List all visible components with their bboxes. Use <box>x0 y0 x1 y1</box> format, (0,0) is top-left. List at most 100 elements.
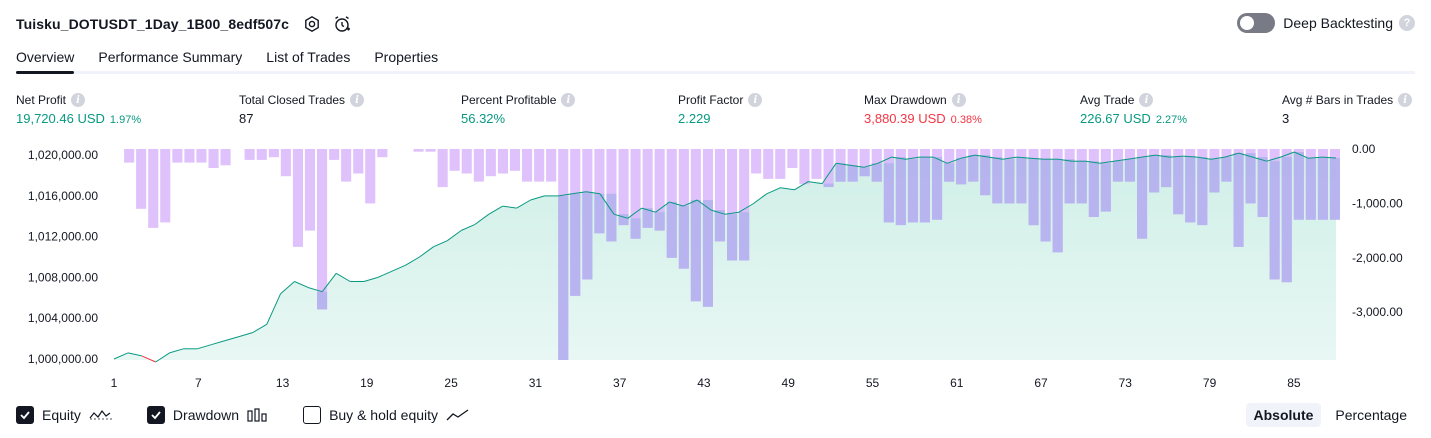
drawdown-overlap <box>1028 158 1039 226</box>
equity-line-segment <box>836 162 851 166</box>
info-icon[interactable]: i <box>748 93 763 107</box>
equity-line-segment <box>613 213 628 219</box>
drawdown-bar <box>377 149 388 158</box>
equity-line-segment <box>460 223 476 231</box>
drawdown-bar <box>148 149 159 228</box>
metric-label: Max Drawdown <box>864 93 947 107</box>
drawdown-overlap <box>666 202 677 258</box>
settings-icon[interactable] <box>301 13 323 35</box>
equity-line-segment <box>488 205 504 215</box>
info-icon[interactable]: i <box>1139 93 1154 107</box>
equity-line-segment <box>1141 154 1156 158</box>
equity-line-segment <box>1210 156 1225 160</box>
equity-line-segment <box>266 293 282 325</box>
drawdown-overlap <box>895 157 906 226</box>
equity-line-segment <box>933 156 948 164</box>
metric-label: Avg Trade <box>1080 93 1135 107</box>
x-axis-tick-label: 1 <box>111 376 118 390</box>
metric-label: Avg # Bars in Trades <box>1282 93 1394 107</box>
legend-drawdown[interactable]: Drawdown <box>146 406 269 424</box>
tab-properties[interactable]: Properties <box>374 49 439 65</box>
drawdown-overlap <box>1124 159 1135 182</box>
equity-line-segment <box>1322 156 1337 159</box>
x-axis-tick-label: 85 <box>1287 376 1301 390</box>
buy-hold-checkbox[interactable] <box>303 406 322 424</box>
report-header: Tuisku_DOTUSDT_1Day_1B00_8edf507c Deep B… <box>16 10 1415 38</box>
drawdown-bar <box>630 149 641 239</box>
metric-value: 19,720.46 USD <box>16 111 105 126</box>
metric-value: 226.67 USD <box>1080 111 1151 126</box>
drawdown-overlap <box>1293 152 1304 220</box>
drawdown-overlap <box>1305 158 1316 220</box>
equity-line-segment <box>752 193 767 205</box>
metric-value: 2.229 <box>678 111 711 126</box>
right-axis-tick-label: -2,000.00 <box>1352 251 1403 265</box>
equity-line-segment <box>627 207 642 219</box>
absolute-button[interactable]: Absolute <box>1245 403 1322 427</box>
metric-profit-factor: Profit Factor i 2.229 <box>678 93 763 126</box>
drawdown-overlap <box>678 206 689 269</box>
equity-line-segment <box>724 211 739 215</box>
left-axis-tick-label: 1,020,000.00 <box>28 148 98 162</box>
info-icon[interactable]: i <box>1398 93 1413 107</box>
drawdown-checkbox[interactable] <box>146 406 165 424</box>
drawdown-bar <box>437 149 448 188</box>
equity-line-segment <box>516 199 531 209</box>
tab-list-of-trades[interactable]: List of Trades <box>266 49 351 65</box>
equity-line-segment <box>586 191 601 195</box>
drawdown-bar <box>618 149 629 226</box>
equity-line-segment <box>849 164 864 168</box>
help-icon[interactable]: ? <box>1399 15 1415 31</box>
equity-line-segment <box>252 323 268 333</box>
info-icon[interactable]: i <box>71 93 86 107</box>
equity-line-segment <box>474 213 490 225</box>
percentage-button[interactable]: Percentage <box>1335 407 1407 423</box>
x-axis-tick-label: 25 <box>444 376 458 390</box>
tab-overview[interactable]: Overview <box>16 44 75 74</box>
info-icon[interactable]: i <box>561 93 576 107</box>
equity-line-segment <box>1266 156 1281 162</box>
metric-percent: 2.27% <box>1155 114 1188 126</box>
equity-line-segment <box>683 199 698 207</box>
info-icon[interactable]: i <box>951 93 966 107</box>
metric-label: Percent Profitable <box>461 93 557 107</box>
drawdown-bar <box>220 149 231 166</box>
drawdown-bar <box>353 149 364 174</box>
drawdown-overlap <box>630 218 641 239</box>
alarm-clock-icon[interactable] <box>331 13 353 35</box>
equity-line-segment <box>794 181 809 191</box>
drawdown-overlap <box>1076 161 1087 204</box>
drawdown-bar <box>859 149 870 177</box>
metric-value: 56.32% <box>461 111 506 126</box>
drawdown-overlap <box>1161 155 1172 188</box>
equity-line-segment <box>433 240 448 248</box>
legend-equity[interactable]: Equity <box>16 406 113 424</box>
tab-performance-summary[interactable]: Performance Summary <box>98 49 243 65</box>
equity-chart[interactable]: 1,020,000.00 1,016,000.00 1,012,000.00 1,00… <box>0 140 1431 395</box>
deep-backtesting-toggle[interactable] <box>1237 13 1276 33</box>
check-icon <box>151 411 161 420</box>
metric-label: Profit Factor <box>678 93 744 107</box>
drawdown-overlap <box>739 212 750 261</box>
x-axis-tick-label: 73 <box>1119 376 1133 390</box>
equity-line-segment <box>808 181 823 185</box>
drawdown-bar <box>546 149 557 182</box>
equity-line-segment <box>1252 156 1267 162</box>
metric-percent-profitable: Percent Profitable i 56.32% <box>461 93 576 126</box>
equity-line-segment <box>974 154 989 158</box>
info-icon[interactable]: i <box>350 93 365 107</box>
drawdown-overlap <box>1016 157 1027 204</box>
legend-buy-hold-label: Buy & hold equity <box>329 407 439 423</box>
drawdown-bar <box>787 149 798 168</box>
drawdown-bar <box>799 149 810 185</box>
equity-line-segment <box>891 156 906 160</box>
legend-buy-hold[interactable]: Buy & hold equity <box>303 406 470 424</box>
drawdown-bar <box>184 149 195 163</box>
drawdown-bar <box>811 149 822 179</box>
equity-checkbox[interactable] <box>16 406 34 424</box>
x-axis-tick-label: 31 <box>529 376 543 390</box>
x-axis-tick-label: 43 <box>697 376 711 390</box>
right-axis-tick-label: -1,000.00 <box>1352 196 1403 210</box>
drawdown-overlap <box>1197 157 1208 226</box>
metric-percent: 0.38% <box>950 114 982 126</box>
